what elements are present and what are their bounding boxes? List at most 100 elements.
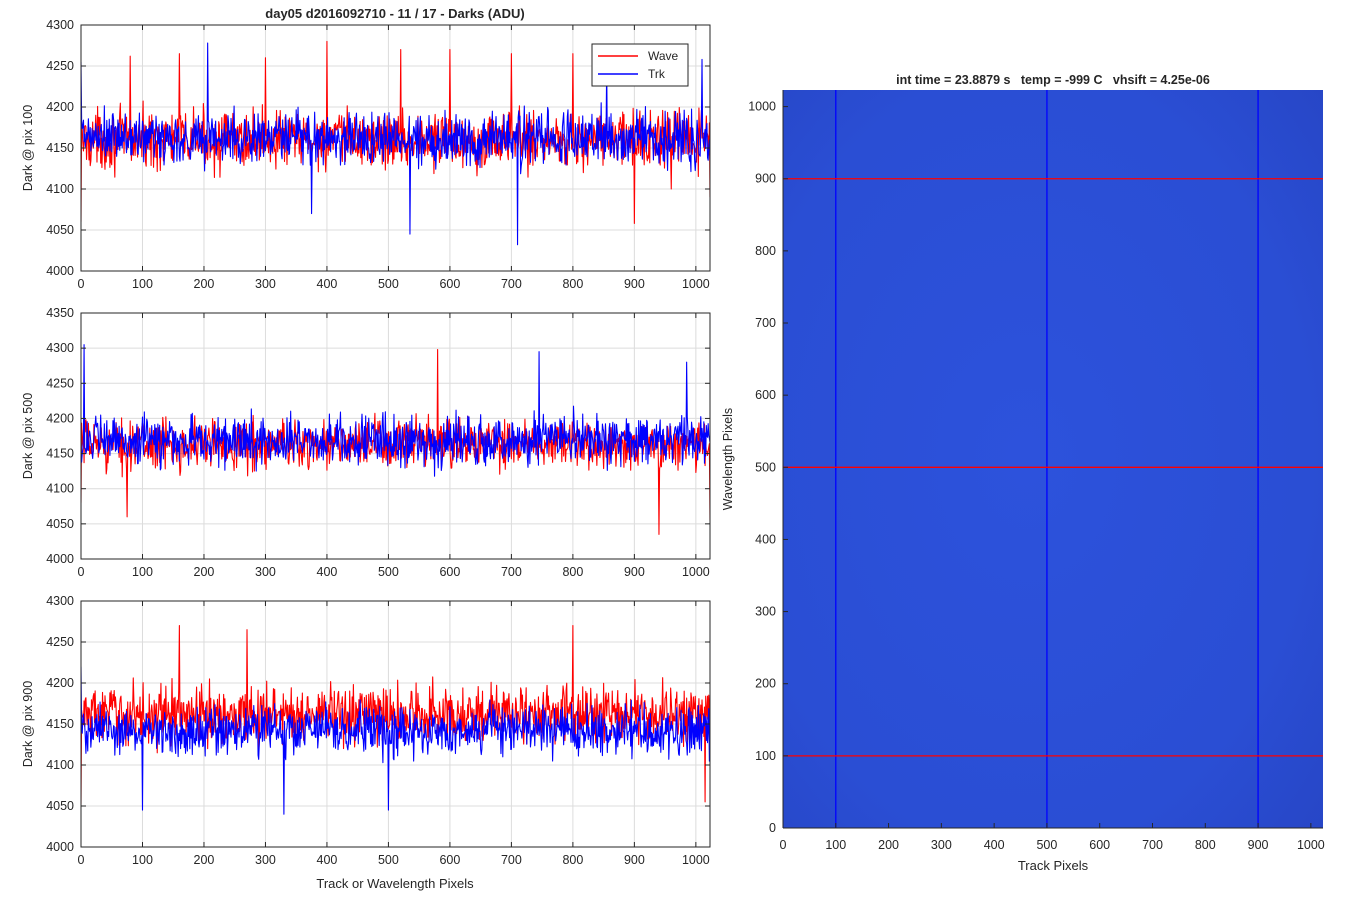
- x-tick-label: 800: [562, 853, 583, 867]
- y-tick-label: 900: [755, 172, 776, 186]
- y-tick-label: 4150: [46, 447, 74, 461]
- plot-2-ylabel: Dark @ pix 500: [21, 393, 35, 479]
- x-tick-label: 100: [825, 838, 846, 852]
- x-tick-label: 400: [317, 565, 338, 579]
- y-tick-label: 4100: [46, 482, 74, 496]
- legend-label-trk: Trk: [648, 67, 666, 81]
- x-tick-label: 900: [624, 277, 645, 291]
- x-tick-label: 500: [378, 277, 399, 291]
- image-ylabel: Wavelength Pixels: [721, 408, 735, 510]
- plot-dark-pix-900: Dark @ pix 900 Track or Wavelength Pixel…: [21, 594, 711, 891]
- plot-2-axes-box: [80, 312, 711, 560]
- y-tick-label: 4250: [46, 376, 74, 390]
- x-tick-label: 200: [194, 565, 215, 579]
- x-tick-label: 700: [501, 277, 522, 291]
- plot-3-xlabel: Track or Wavelength Pixels: [316, 876, 474, 891]
- series-line-trk: [81, 42, 710, 246]
- x-tick-label: 100: [132, 565, 153, 579]
- x-tick-label: 700: [501, 853, 522, 867]
- x-tick-label: 500: [378, 565, 399, 579]
- x-tick-label: 800: [1195, 838, 1216, 852]
- x-tick-label: 1000: [682, 565, 710, 579]
- plot-1-ylabel: Dark @ pix 100: [21, 105, 35, 191]
- x-tick-label: 200: [878, 838, 899, 852]
- plot-3-ylabel: Dark @ pix 900: [21, 681, 35, 767]
- y-tick-label: 100: [755, 749, 776, 763]
- image-title: int time = 23.8879 s temp = -999 C vhsif…: [896, 73, 1210, 87]
- x-tick-label: 900: [624, 565, 645, 579]
- y-tick-label: 4250: [46, 59, 74, 73]
- x-tick-label: 500: [378, 853, 399, 867]
- x-tick-label: 600: [439, 853, 460, 867]
- x-tick-label: 0: [780, 838, 787, 852]
- x-tick-label: 300: [255, 277, 276, 291]
- plot-2-series-group: [81, 344, 710, 535]
- x-tick-label: 1000: [1297, 838, 1325, 852]
- y-tick-label: 4200: [46, 100, 74, 114]
- y-tick-label: 4200: [46, 411, 74, 425]
- plot-3-series-group: [81, 625, 710, 815]
- y-tick-label: 4350: [46, 306, 74, 320]
- y-tick-label: 4150: [46, 717, 74, 731]
- y-tick-label: 4100: [46, 758, 74, 772]
- dark-image: [783, 90, 1323, 828]
- x-tick-label: 200: [194, 277, 215, 291]
- x-tick-label: 0: [78, 277, 85, 291]
- x-tick-label: 700: [501, 565, 522, 579]
- y-tick-label: 600: [755, 388, 776, 402]
- y-tick-label: 500: [755, 460, 776, 474]
- x-tick-label: 800: [562, 565, 583, 579]
- plot-1-series-group: [81, 40, 710, 246]
- y-tick-label: 4050: [46, 799, 74, 813]
- y-tick-label: 0: [769, 821, 776, 835]
- y-tick-label: 700: [755, 316, 776, 330]
- y-tick-label: 4300: [46, 18, 74, 32]
- legend-box: [591, 43, 689, 87]
- plot-dark-pix-100: day05 d2016092710 - 11 / 17 - Darks (ADU…: [21, 6, 711, 291]
- image-xlabel: Track Pixels: [1018, 858, 1089, 873]
- plot-dark-pix-500: Dark @ pix 500 0 100 200 300 400 500 600 700 800…: [21, 306, 711, 579]
- series-line-trk: [81, 666, 710, 815]
- x-tick-label: 600: [439, 277, 460, 291]
- y-tick-label: 4000: [46, 552, 74, 566]
- x-tick-label: 100: [132, 853, 153, 867]
- y-tick-label: 4050: [46, 517, 74, 531]
- y-tick-label: 1000: [748, 100, 776, 114]
- y-tick-label: 200: [755, 677, 776, 691]
- y-tick-label: 4000: [46, 264, 74, 278]
- y-tick-label: 400: [755, 532, 776, 546]
- x-tick-label: 600: [439, 565, 460, 579]
- y-tick-label: 800: [755, 244, 776, 258]
- y-tick-label: 4100: [46, 182, 74, 196]
- x-tick-label: 1000: [682, 853, 710, 867]
- x-tick-label: 800: [562, 277, 583, 291]
- x-tick-label: 900: [624, 853, 645, 867]
- series-line-trk: [81, 344, 710, 477]
- y-tick-label: 4300: [46, 341, 74, 355]
- dark-image-plot: int time = 23.8879 s temp = -999 C vhsif…: [721, 73, 1325, 873]
- x-tick-label: 500: [1036, 838, 1057, 852]
- legend: Wave Trk: [591, 43, 689, 87]
- x-tick-label: 400: [317, 277, 338, 291]
- x-tick-label: 300: [255, 565, 276, 579]
- x-tick-label: 600: [1089, 838, 1110, 852]
- x-tick-label: 400: [317, 853, 338, 867]
- x-tick-label: 300: [931, 838, 952, 852]
- x-tick-label: 300: [255, 853, 276, 867]
- legend-label-wave: Wave: [648, 49, 679, 63]
- y-tick-label: 4000: [46, 840, 74, 854]
- y-tick-label: 4300: [46, 594, 74, 608]
- x-tick-label: 700: [1142, 838, 1163, 852]
- y-tick-label: 300: [755, 605, 776, 619]
- x-tick-label: 100: [132, 277, 153, 291]
- x-tick-label: 200: [194, 853, 215, 867]
- y-tick-label: 4150: [46, 141, 74, 155]
- x-tick-label: 0: [78, 853, 85, 867]
- x-tick-label: 400: [984, 838, 1005, 852]
- x-tick-label: 0: [78, 565, 85, 579]
- x-tick-label: 1000: [682, 277, 710, 291]
- y-tick-label: 4050: [46, 223, 74, 237]
- plot-1-title: day05 d2016092710 - 11 / 17 - Darks (ADU…: [265, 6, 524, 21]
- y-tick-label: 4250: [46, 635, 74, 649]
